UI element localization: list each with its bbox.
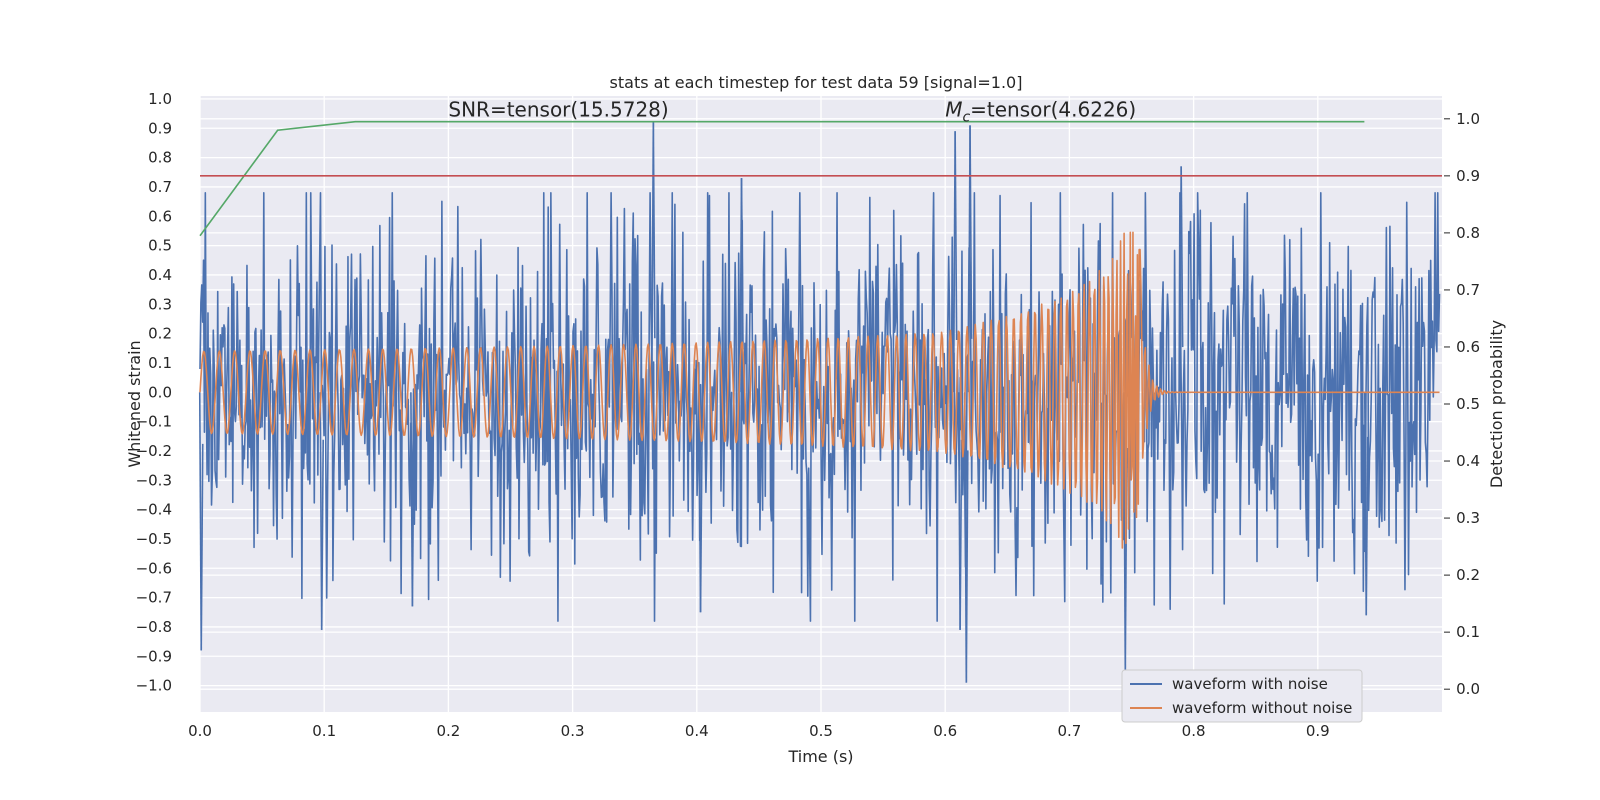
- y2-tick-label: 0.8: [1456, 224, 1480, 242]
- series-layer: [198, 120, 1442, 683]
- noise-peak: [959, 439, 963, 630]
- y2-axis-label: Detection probability: [1487, 320, 1506, 488]
- x-tick-label: 0.6: [933, 722, 957, 740]
- y-tick-label: −0.2: [136, 442, 172, 460]
- chirp-mass-subscript: c: [962, 110, 970, 126]
- legend-frame: [1121, 669, 1363, 723]
- y2-axis-ticks: 1.0 0.9 0.8 0.7 0.6 0.5 0.4 0.3 0.2 0.1 0.0: [1444, 110, 1480, 698]
- x-tick-label: 0.2: [436, 722, 460, 740]
- noise-peak: [699, 436, 703, 613]
- x-tick-label: 0.3: [561, 722, 585, 740]
- y2-tick-label: 0.4: [1456, 452, 1480, 470]
- y-tick-label: 0.0: [148, 383, 172, 401]
- legend-label-clean: waveform without noise: [1172, 699, 1352, 717]
- y-tick-label: 0.1: [148, 354, 172, 372]
- y-tick-label: 0.9: [148, 119, 172, 137]
- x-tick-label: 0.1: [312, 722, 336, 740]
- chart-title: stats at each timestep for test data 59 …: [610, 73, 1023, 92]
- noise-peak: [740, 178, 744, 350]
- noise-peak: [320, 439, 325, 630]
- chirp-mass-symbol: M: [945, 98, 962, 122]
- legend-label-noise: waveform with noise: [1172, 675, 1328, 693]
- x-tick-label: 0.0: [188, 722, 212, 740]
- noise-peak: [969, 125, 973, 339]
- series-line-waveform-without-noise: [199, 231, 1440, 549]
- noise-peak: [411, 435, 415, 607]
- y-tick-label: 0.7: [148, 178, 172, 196]
- y-tick-label: −0.7: [136, 589, 172, 607]
- noise-peak: [965, 450, 969, 683]
- y2-tick-label: 0.3: [1456, 509, 1480, 527]
- y-tick-label: −0.1: [136, 413, 172, 431]
- x-axis-ticks: 0.0 0.1 0.2 0.3 0.4 0.5 0.6 0.7 0.8 0.9: [188, 722, 1330, 740]
- y-tick-label: 0.3: [148, 295, 172, 313]
- y2-tick-label: 0.6: [1456, 338, 1480, 356]
- y-tick-label: −0.4: [136, 501, 172, 519]
- y-tick-label: −0.6: [136, 559, 172, 577]
- y-tick-label: −1.0: [136, 677, 172, 695]
- y2-tick-label: 0.9: [1456, 167, 1480, 185]
- x-tick-label: 0.5: [809, 722, 833, 740]
- noise-peak: [1180, 166, 1184, 348]
- y2-tick-label: 0.5: [1456, 395, 1480, 413]
- x-axis-label: Time (s): [787, 747, 853, 766]
- y-tick-label: −0.9: [136, 647, 172, 665]
- y-tick-label: 1.0: [148, 90, 172, 108]
- y-tick-label: 0.8: [148, 149, 172, 167]
- y-tick-label: −0.3: [136, 471, 172, 489]
- y2-tick-label: 0.2: [1456, 566, 1480, 584]
- noise-peak: [200, 443, 204, 651]
- legend: waveform with noise waveform without noi…: [1121, 669, 1363, 723]
- y-tick-label: −0.5: [136, 530, 172, 548]
- x-tick-label: 0.9: [1306, 722, 1330, 740]
- y2-tick-label: 0.7: [1456, 281, 1480, 299]
- noise-peak: [652, 122, 656, 339]
- y-tick-label: 0.6: [148, 207, 172, 225]
- chirp-mass-annotation: Mc=tensor(4.6226): [945, 98, 1136, 126]
- y2-tick-label: 0.1: [1456, 623, 1480, 641]
- y2-tick-label: 0.0: [1456, 680, 1480, 698]
- noise-peak: [1365, 436, 1369, 616]
- y-tick-label: −0.8: [136, 618, 172, 636]
- x-tick-label: 0.4: [685, 722, 709, 740]
- x-tick-label: 0.7: [1057, 722, 1081, 740]
- y-axis-label: Whitened strain: [125, 340, 144, 467]
- x-tick-label: 0.8: [1182, 722, 1206, 740]
- y2-tick-label: 1.0: [1456, 110, 1480, 128]
- noise-peak: [954, 131, 958, 341]
- chirp-mass-value: =tensor(4.6226): [970, 98, 1136, 122]
- snr-annotation: SNR=tensor(15.5728): [448, 98, 668, 122]
- series-line-detection-probability: [199, 120, 1365, 237]
- y-tick-label: 0.2: [148, 325, 172, 343]
- y-tick-label: 0.4: [148, 266, 172, 284]
- y-tick-label: 0.5: [148, 237, 172, 255]
- annotations: SNR=tensor(15.5728) Mc=tensor(4.6226): [448, 98, 1136, 126]
- y-axis-ticks: 1.0 0.9 0.8 0.7 0.6 0.5 0.4 0.3 0.2 0.1 0.0 −0.1 −0.…: [136, 90, 172, 695]
